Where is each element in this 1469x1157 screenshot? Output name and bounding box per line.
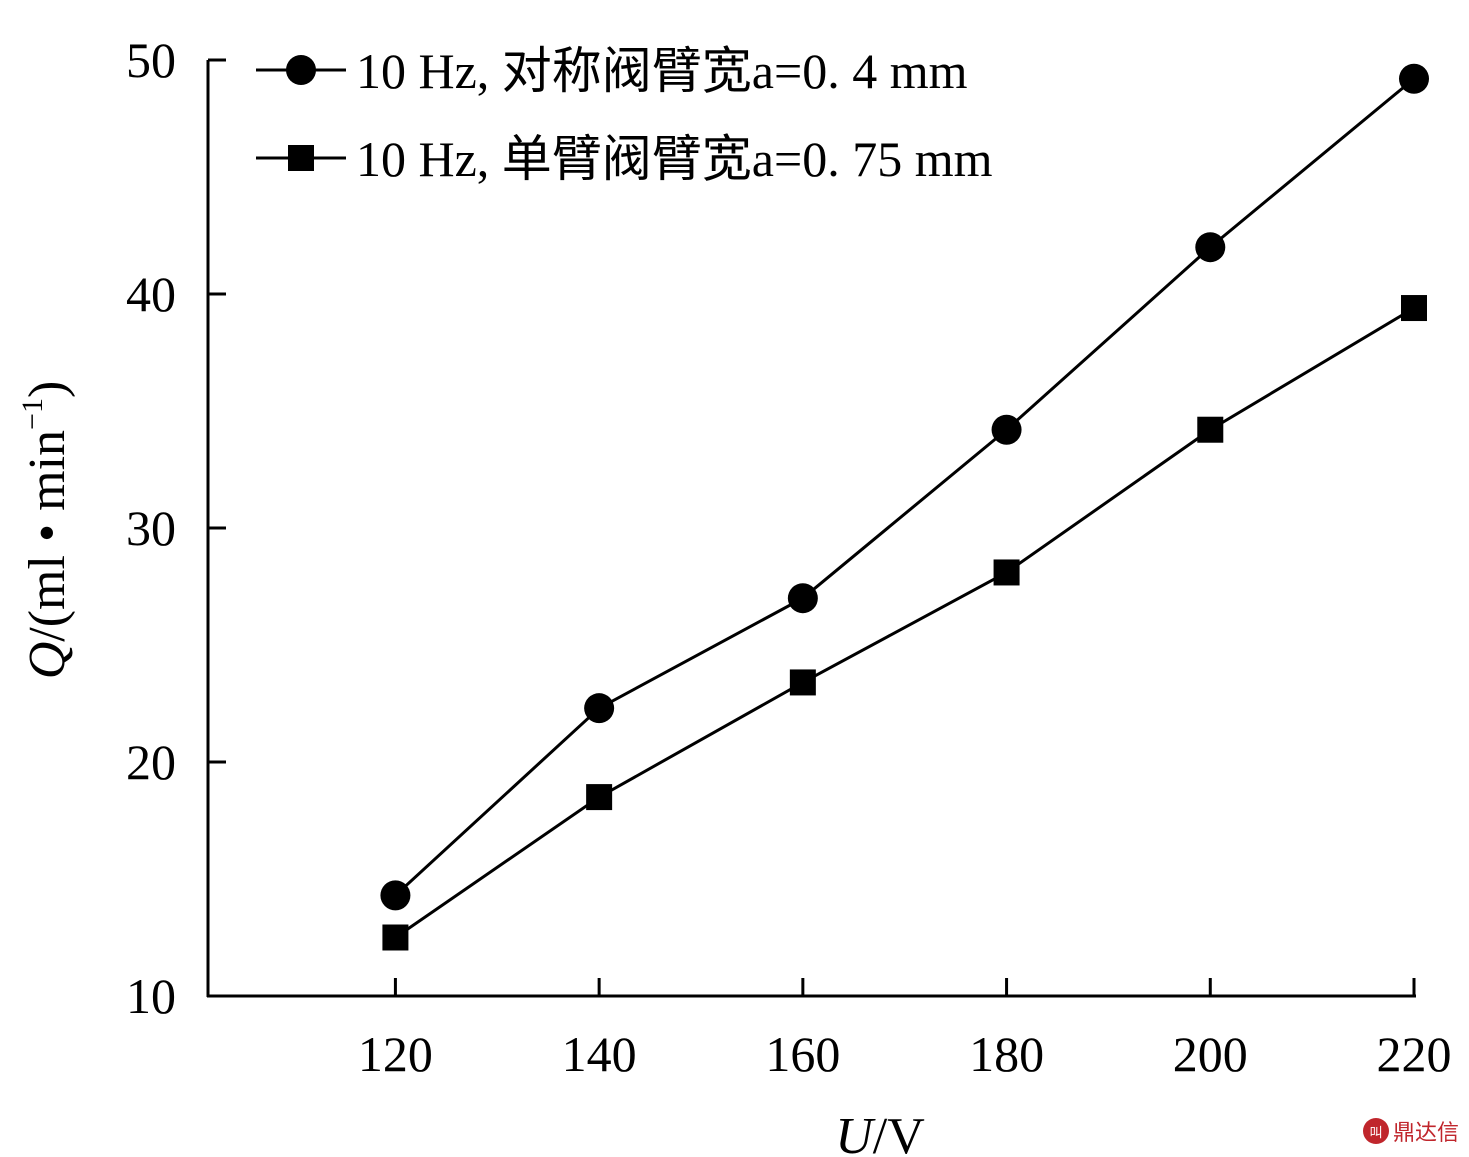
x-axis-title: U/V: [835, 1108, 925, 1157]
y-axis-ticks: 10 20 30 40 50: [126, 32, 226, 1024]
y-axis-close: ): [19, 381, 76, 398]
legend-label: 10 Hz, 单臂阀臂宽a=0. 75 mm: [356, 131, 993, 187]
data-point: [1195, 232, 1226, 263]
watermark-logo-icon: 叫: [1362, 1118, 1389, 1144]
watermark: 叫 鼎达信: [1362, 1115, 1459, 1147]
data-point: [789, 669, 816, 696]
y-tick-label: 20: [126, 734, 176, 790]
legend-entry-2: 10 Hz, 单臂阀臂宽a=0. 75 mm: [256, 131, 993, 187]
data-point: [382, 924, 409, 951]
legend-marker: [288, 145, 314, 171]
y-tick-label: 50: [126, 32, 176, 88]
data-point: [991, 414, 1022, 445]
y-axis-symbol: Q: [19, 642, 76, 680]
series-1: [380, 63, 1429, 911]
series-line: [394, 77, 1415, 897]
data-point: [1197, 416, 1224, 443]
x-tick-label: 180: [969, 1026, 1044, 1082]
x-tick-label: 200: [1173, 1026, 1248, 1082]
y-axis-exponent: −1: [16, 398, 49, 430]
legend-label: 10 Hz, 对称阀臂宽a=0. 4 mm: [356, 43, 968, 99]
data-point: [586, 784, 613, 811]
watermark-text: 鼎达信: [1392, 1121, 1459, 1146]
x-axis-symbol: U: [835, 1108, 876, 1157]
y-tick-label: 30: [126, 500, 176, 556]
y-tick-label: 10: [126, 968, 176, 1024]
y-axis-unit: /(ml • min: [19, 430, 76, 642]
series-layer: [380, 63, 1429, 951]
legend-entry-1: 10 Hz, 对称阀臂宽a=0. 4 mm: [256, 43, 968, 99]
series-line: [394, 306, 1415, 939]
y-tick-label: 40: [126, 266, 176, 322]
data-point: [787, 583, 818, 614]
data-point: [380, 880, 411, 911]
x-tick-label: 140: [562, 1026, 637, 1082]
legend: 10 Hz, 对称阀臂宽a=0. 4 mm 10 Hz, 单臂阀臂宽a=0. 75…: [256, 43, 993, 187]
axes: [206, 60, 1416, 998]
axis-titles: U/V Q/(ml • min−1): [16, 381, 925, 1157]
x-tick-label: 120: [358, 1026, 433, 1082]
y-axis-title: Q/(ml • min−1): [16, 381, 76, 680]
x-tick-label: 160: [765, 1026, 840, 1082]
data-point: [1399, 63, 1429, 94]
data-point: [993, 559, 1020, 586]
series-2: [382, 295, 1427, 951]
x-axis-ticks: 120 140 160 180 200 220: [358, 978, 1452, 1082]
data-point: [1401, 295, 1427, 322]
data-point: [584, 693, 615, 724]
legend-marker: [286, 55, 316, 85]
x-axis-unit: /V: [873, 1108, 925, 1157]
x-tick-label: 220: [1377, 1026, 1452, 1082]
